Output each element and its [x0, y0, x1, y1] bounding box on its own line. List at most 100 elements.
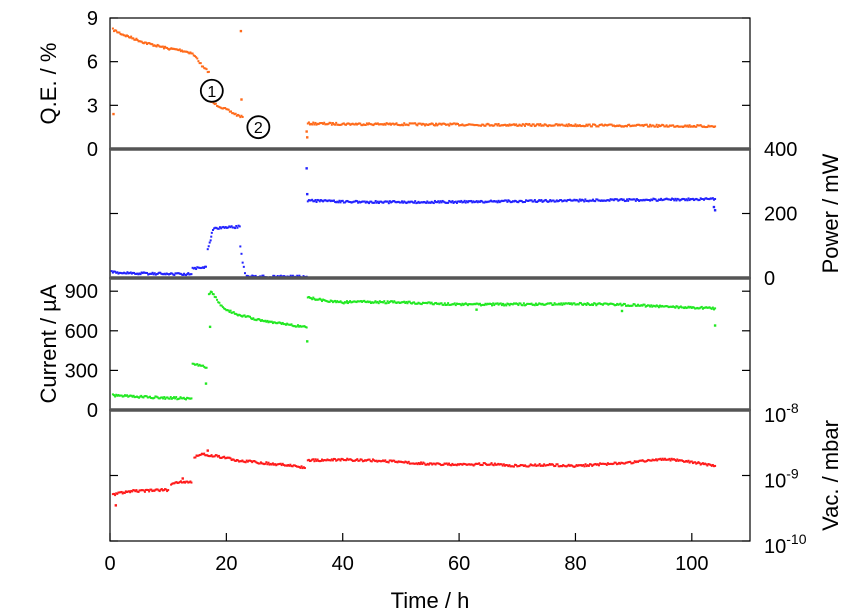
data-point — [515, 200, 518, 203]
data-point — [342, 201, 345, 204]
data-point — [347, 122, 350, 125]
data-point — [325, 199, 328, 202]
data-point — [218, 226, 221, 229]
panel-frame — [109, 148, 751, 279]
outlier-point — [306, 136, 309, 139]
data-point — [660, 197, 663, 200]
data-point — [532, 123, 535, 126]
data-point — [225, 108, 228, 111]
data-point — [313, 460, 316, 463]
data-point — [552, 303, 555, 306]
data-point — [701, 125, 704, 128]
data-point — [371, 458, 374, 461]
data-point — [600, 199, 603, 202]
data-point — [136, 272, 139, 275]
data-point — [486, 122, 489, 125]
data-point — [421, 201, 424, 204]
data-point — [323, 199, 326, 202]
data-point — [175, 272, 178, 275]
data-point — [306, 459, 309, 462]
data-point — [315, 459, 318, 462]
data-point — [482, 201, 485, 204]
data-point — [113, 394, 115, 397]
data-point — [503, 304, 506, 307]
data-point — [387, 202, 390, 205]
data-point — [422, 461, 425, 464]
data-point — [161, 273, 164, 276]
data-point — [478, 462, 481, 465]
data-point — [312, 121, 315, 124]
data-point — [363, 123, 366, 126]
data-point — [310, 199, 313, 202]
data-point — [352, 300, 355, 303]
data-point — [366, 201, 369, 204]
data-point — [224, 457, 227, 460]
data-point — [579, 302, 582, 305]
data-point — [667, 125, 670, 128]
data-point — [174, 397, 177, 400]
data-point — [677, 198, 680, 201]
tick-exponent: -8 — [786, 400, 799, 416]
data-point — [620, 461, 623, 464]
data-point — [478, 124, 481, 127]
data-point — [324, 299, 327, 302]
data-point — [502, 302, 505, 305]
data-point — [142, 42, 145, 45]
data-point — [437, 123, 440, 126]
data-point — [141, 41, 144, 44]
data-point — [578, 301, 581, 304]
data-point — [207, 245, 210, 248]
data-point — [545, 200, 548, 203]
data-point — [171, 397, 174, 400]
data-point — [699, 197, 702, 200]
data-point — [632, 198, 635, 201]
data-point — [655, 458, 658, 461]
data-point — [675, 459, 678, 462]
data-point — [193, 456, 196, 459]
data-point — [171, 47, 174, 50]
data-point — [632, 124, 635, 127]
data-point — [270, 320, 273, 323]
data-point — [451, 123, 454, 126]
data-point — [500, 124, 503, 127]
data-point — [472, 123, 475, 126]
data-point — [689, 460, 692, 463]
data-point — [432, 124, 435, 127]
data-point — [145, 395, 148, 398]
data-point — [541, 302, 544, 305]
data-point — [624, 461, 627, 464]
data-point — [610, 302, 613, 305]
data-point — [567, 198, 570, 201]
data-point — [625, 461, 628, 464]
data-point — [653, 125, 656, 128]
outlier-points — [305, 167, 717, 212]
data-point — [619, 302, 622, 305]
data-point — [525, 465, 528, 468]
data-point — [663, 457, 666, 460]
data-point — [678, 459, 681, 462]
data-point — [140, 40, 143, 43]
data-point — [657, 198, 660, 201]
data-point — [613, 304, 616, 307]
data-point — [589, 303, 592, 306]
data-point — [283, 464, 286, 467]
data-point — [642, 198, 645, 201]
data-point — [221, 306, 224, 309]
data-point — [517, 304, 520, 307]
data-point — [459, 303, 462, 306]
data-point — [527, 123, 530, 126]
data-point — [341, 301, 344, 304]
data-point — [411, 122, 414, 125]
data-point — [287, 323, 290, 326]
data-point — [526, 199, 529, 202]
data-point — [356, 458, 359, 461]
data-point — [697, 124, 700, 127]
data-point — [412, 462, 415, 465]
data-point — [324, 199, 327, 202]
data-point — [198, 62, 201, 65]
data-point — [203, 67, 206, 70]
data-point — [197, 454, 200, 457]
data-point — [443, 122, 446, 125]
data-point — [383, 200, 386, 203]
data-point — [125, 394, 127, 397]
